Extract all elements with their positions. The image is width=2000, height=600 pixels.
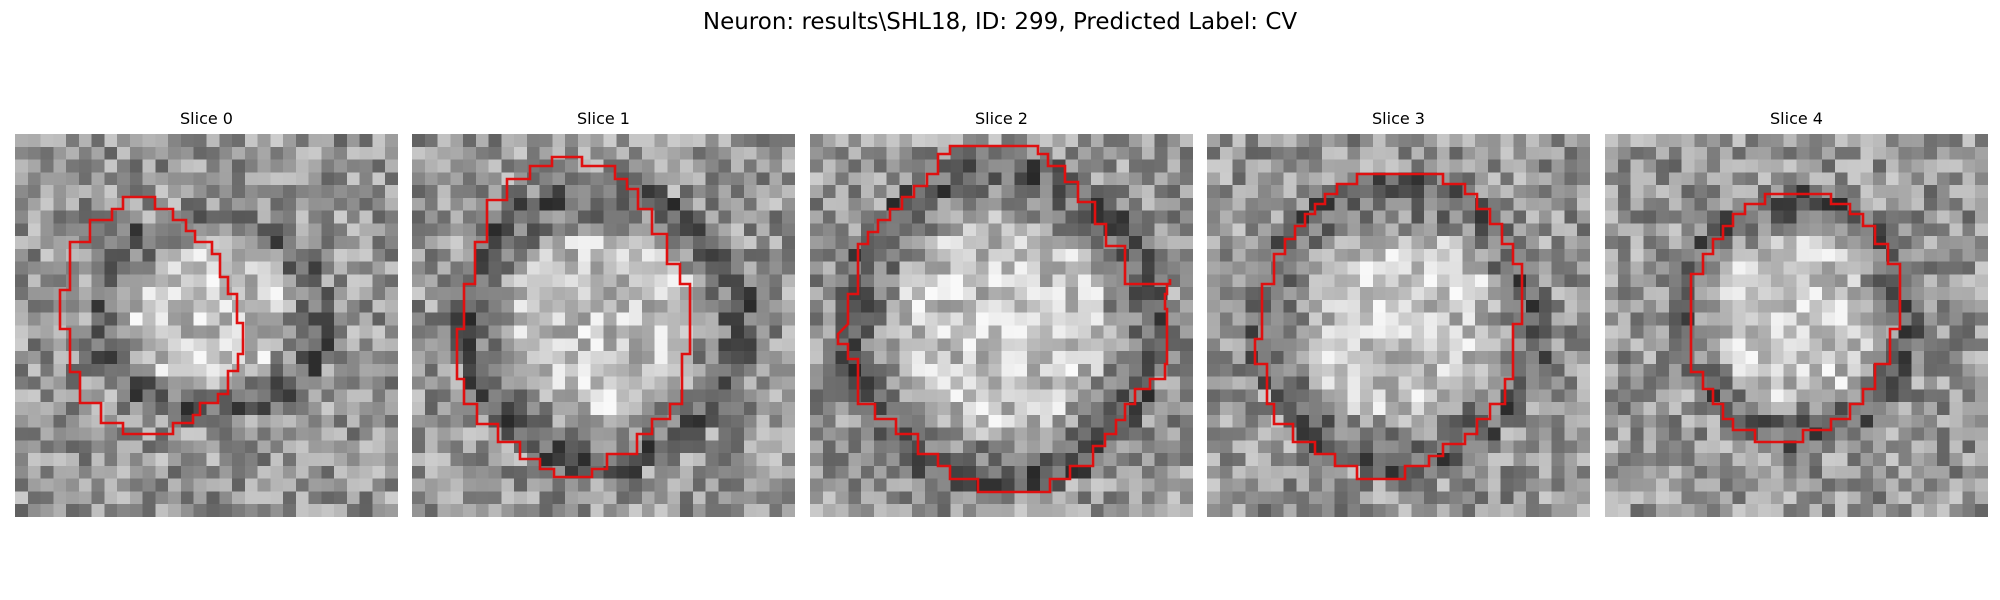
slice-3-pixel-grid	[1207, 134, 1590, 517]
slice-0-contour	[58, 195, 245, 436]
slice-3-contour	[1253, 172, 1524, 481]
slice-2-title: Slice 2	[975, 109, 1028, 128]
slice-1-contour	[455, 155, 692, 479]
slice-0-title: Slice 0	[180, 109, 233, 128]
slice-4-image	[1605, 134, 1988, 517]
slice-0-image	[15, 134, 398, 517]
slice-3-image	[1207, 134, 1590, 517]
slice-1-title: Slice 1	[577, 109, 630, 128]
slice-1-pixel-grid	[412, 134, 795, 517]
figure-title: Neuron: results\SHL18, ID: 299, Predicte…	[702, 9, 1298, 35]
slice-0-pixel-grid	[15, 134, 398, 517]
slice-3-title: Slice 3	[1372, 109, 1425, 128]
slice-4-svg	[1605, 134, 1988, 517]
slice-2-image	[810, 134, 1193, 517]
slice-2-svg	[810, 134, 1193, 517]
slice-4-title: Slice 4	[1770, 109, 1823, 128]
slice-3-svg	[1207, 134, 1590, 517]
slice-1-svg	[412, 134, 795, 517]
slice-2-contour	[836, 144, 1172, 494]
slice-1-image	[412, 134, 795, 517]
slice-0-svg	[15, 134, 398, 517]
slice-4-pixel-grid	[1605, 134, 1988, 517]
slice-2-pixel-grid	[810, 134, 1193, 517]
slice-4-contour	[1689, 192, 1902, 444]
